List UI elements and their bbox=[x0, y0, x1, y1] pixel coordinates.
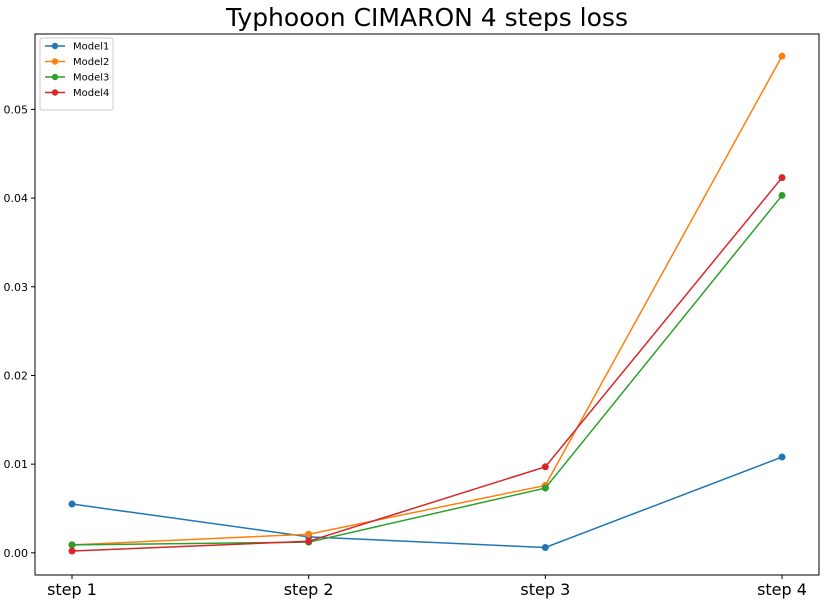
data-point bbox=[305, 537, 313, 545]
legend-label: Model2 bbox=[73, 57, 109, 68]
y-tick-label: 0.00 bbox=[4, 547, 29, 560]
data-point bbox=[541, 544, 549, 552]
series-model4 bbox=[68, 174, 786, 555]
data-point bbox=[68, 500, 76, 508]
legend-entry: Model1 bbox=[45, 42, 109, 53]
data-point bbox=[778, 52, 786, 60]
y-tick-label: 0.05 bbox=[4, 103, 29, 116]
legend-marker bbox=[51, 42, 59, 50]
legend-entry: Model3 bbox=[45, 73, 109, 84]
x-axis: step 1 step 2 step 3 step 4 bbox=[47, 575, 807, 599]
y-axis: 0.00 0.01 0.02 0.03 0.04 0.05 bbox=[4, 103, 35, 560]
chart-title: Typhooon CIMARON 4 steps loss bbox=[225, 3, 628, 32]
data-point bbox=[305, 530, 313, 538]
legend-entry: Model4 bbox=[45, 88, 109, 99]
y-tick-label: 0.01 bbox=[4, 458, 29, 471]
series-model2 bbox=[68, 52, 786, 549]
x-tick-label: step 2 bbox=[284, 580, 334, 599]
data-point bbox=[68, 541, 76, 549]
data-point bbox=[541, 463, 549, 471]
legend-label: Model1 bbox=[73, 42, 109, 53]
plot-area bbox=[34, 33, 820, 576]
y-tick-label: 0.02 bbox=[4, 369, 29, 382]
data-point bbox=[778, 191, 786, 199]
legend-entry: Model2 bbox=[45, 57, 109, 68]
series-line bbox=[71, 194, 783, 546]
series-model1 bbox=[68, 453, 786, 552]
legend-marker bbox=[51, 73, 59, 81]
legend-marker bbox=[51, 58, 59, 65]
series-line bbox=[71, 55, 783, 546]
y-tick-label: 0.03 bbox=[4, 281, 29, 294]
x-tick-label: step 1 bbox=[47, 580, 97, 599]
y-tick-label: 0.04 bbox=[4, 192, 29, 205]
x-tick-label: step 4 bbox=[757, 580, 807, 599]
data-point bbox=[778, 453, 786, 461]
legend: Model1 Model2 Model3 Model4 bbox=[39, 37, 114, 111]
x-tick-label: step 3 bbox=[520, 580, 570, 599]
series-line bbox=[71, 177, 783, 552]
series-layer bbox=[68, 52, 786, 555]
data-point bbox=[778, 174, 786, 182]
data-point bbox=[68, 547, 76, 555]
data-point bbox=[541, 484, 549, 492]
legend-label: Model3 bbox=[73, 73, 109, 84]
legend-label: Model4 bbox=[73, 88, 109, 99]
series-line bbox=[71, 456, 783, 549]
legend-marker bbox=[51, 89, 59, 96]
